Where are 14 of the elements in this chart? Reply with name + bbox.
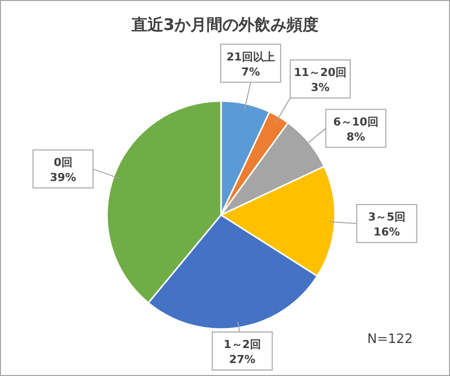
data-label: 3% — [310, 80, 330, 94]
slice-label: 0回 — [54, 156, 72, 169]
slice-label: 6～10回 — [333, 115, 378, 128]
data-label: 7% — [241, 65, 260, 78]
data-label: 16% — [374, 226, 400, 239]
slice-label: 3～5回 — [368, 210, 406, 224]
slice-label: 11～20回 — [294, 66, 347, 79]
text: N=122 — [367, 332, 413, 347]
data-label: 27% — [229, 353, 256, 366]
slice-label: 1～2回 — [224, 338, 261, 351]
data-label: 8% — [346, 130, 366, 144]
data-label: 39% — [50, 170, 76, 184]
chart-title: 直近3か月間の外飲み頻度 — [130, 15, 319, 34]
slice-label: 21回以上 — [226, 50, 275, 64]
